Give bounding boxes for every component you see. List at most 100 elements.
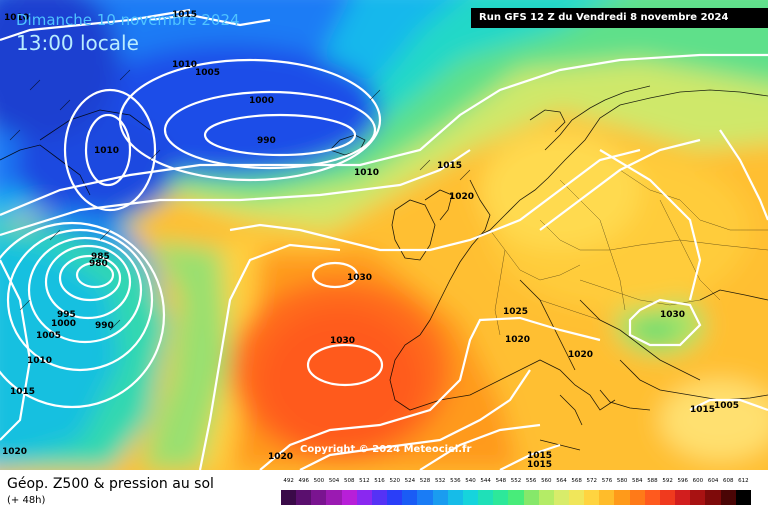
scale-swatch xyxy=(614,490,630,505)
scale-swatch xyxy=(432,490,448,505)
isobar-label: 1015 xyxy=(172,10,197,20)
scale-swatch xyxy=(675,490,691,505)
scale-swatch xyxy=(417,490,433,505)
isobar-label: 1015 xyxy=(690,405,715,415)
scale-label: 532 xyxy=(434,478,446,484)
scale-label: 588 xyxy=(647,478,658,484)
scale-label: 504 xyxy=(328,478,340,484)
isobar-label: 1005 xyxy=(195,68,220,78)
scale-swatch xyxy=(311,490,327,505)
isobar-label: 990 xyxy=(257,136,276,146)
run-info: Run GFS 12 Z du Vendredi 8 novembre 2024 xyxy=(471,8,768,28)
scale-label: 600 xyxy=(692,478,704,484)
isobar-label: 1010 xyxy=(27,356,52,366)
isobar-label: 1010 xyxy=(354,168,379,178)
isobar-label: 1005 xyxy=(36,331,61,341)
legend-footer: Géop. Z500 & pression au sol (+ 48h) 492… xyxy=(0,470,768,512)
scale-label: 536 xyxy=(450,478,461,484)
scale-swatch xyxy=(402,490,418,505)
scale-labels: 492 496 500 504 508 512 516 520 524 528 532 536 540 5… xyxy=(281,478,751,488)
scale-swatch xyxy=(659,490,676,505)
isobars xyxy=(0,8,768,470)
isobar-label: 1020 xyxy=(568,350,593,360)
isobar-label: 1010 xyxy=(94,146,119,156)
isobar-label: 1015 xyxy=(527,451,552,461)
isobar-label: 1000 xyxy=(249,96,274,106)
scale-swatch xyxy=(584,490,600,505)
scale-label: 524 xyxy=(404,478,416,484)
scale-swatch xyxy=(553,490,569,505)
scale-label: 568 xyxy=(571,478,582,484)
scale-swatch xyxy=(690,490,706,505)
scale-swatch xyxy=(644,490,660,505)
scale-swatch xyxy=(735,490,751,505)
scale-label: 552 xyxy=(510,478,522,484)
scale-swatch xyxy=(493,490,509,505)
isobar-labels: 1010 1015 1005 1010 1000 990 1010 1010 1… xyxy=(2,10,739,470)
scale-label: 560 xyxy=(541,478,552,484)
copyright: Copyright © 2024 Meteociel.fr xyxy=(300,444,472,455)
isobar-label: 1010 xyxy=(172,60,197,70)
scale-swatch xyxy=(523,490,539,505)
scale-swatch xyxy=(326,490,342,505)
scale-label: 604 xyxy=(707,478,719,484)
isobar-label: 1025 xyxy=(503,307,528,317)
scale-swatch xyxy=(462,490,479,505)
scale-swatch xyxy=(371,490,388,505)
scale-swatch xyxy=(281,490,297,505)
scale-label: 564 xyxy=(556,478,567,484)
scale-swatch xyxy=(447,490,463,505)
scale-swatch xyxy=(296,490,312,505)
scale-label: 584 xyxy=(632,478,643,484)
coastlines xyxy=(0,85,768,451)
isobar-label: 1005 xyxy=(714,401,739,411)
scale-swatch xyxy=(599,490,615,505)
scale-swatch xyxy=(568,490,585,505)
scale-swatch xyxy=(629,490,645,505)
scale-swatch xyxy=(341,490,357,505)
isobar-label: 1015 xyxy=(527,460,552,470)
scale-swatch xyxy=(508,490,524,505)
scale-swatch xyxy=(705,490,721,505)
scale-label: 580 xyxy=(616,478,628,484)
forecast-map: 1010 1015 1005 1010 1000 990 1010 1010 1… xyxy=(0,0,768,470)
scale-label: 596 xyxy=(677,478,689,484)
scale-label: 612 xyxy=(738,478,749,484)
scale-label: 520 xyxy=(389,478,400,484)
scale-label: 516 xyxy=(374,478,385,484)
scale-swatch xyxy=(356,490,372,505)
scale-swatch xyxy=(538,490,554,505)
isobar-label: 985 xyxy=(91,252,110,262)
isobar-label: 1015 xyxy=(437,161,462,171)
isobar-label: 1010 xyxy=(4,13,29,23)
wind-barbs xyxy=(9,69,471,331)
scale-label: 592 xyxy=(662,478,673,484)
isobar-label: 1030 xyxy=(347,273,372,283)
isobar-label: 1015 xyxy=(10,387,35,397)
scale-swatch xyxy=(478,490,494,505)
scale-label: 608 xyxy=(723,478,734,484)
isobar-label: 1030 xyxy=(660,310,685,320)
isobar-label: 980 xyxy=(89,259,108,269)
scale-bar xyxy=(281,490,751,505)
scale-label: 508 xyxy=(343,478,355,484)
scale-swatch xyxy=(387,490,403,505)
forecast-map-canvas: 1010 1015 1005 1010 1000 990 1010 1010 1… xyxy=(0,0,768,470)
scale-label: 544 xyxy=(480,478,491,484)
scale-label: 556 xyxy=(525,478,537,484)
isobar-label: 1020 xyxy=(505,335,530,345)
isobar-label: 1000 xyxy=(51,319,76,329)
scale-label: 512 xyxy=(359,478,370,484)
scale-label: 572 xyxy=(586,478,598,484)
scale-label: 540 xyxy=(465,478,476,484)
scale-label: 496 xyxy=(298,478,309,484)
isobar-label: 1020 xyxy=(2,447,27,457)
isobar-label: 995 xyxy=(57,310,76,320)
valid-date: Dimanche 10 novembre 2024 xyxy=(16,11,240,29)
isobar-label: 1020 xyxy=(449,192,474,202)
color-scale: 492 496 500 504 508 512 516 520 524 528 532 536 540 5… xyxy=(281,478,751,508)
scale-label: 548 xyxy=(495,478,507,484)
field-title: Géop. Z500 & pression au sol xyxy=(7,476,214,492)
valid-time: 13:00 locale xyxy=(16,31,139,55)
geopotential-field xyxy=(0,0,768,470)
